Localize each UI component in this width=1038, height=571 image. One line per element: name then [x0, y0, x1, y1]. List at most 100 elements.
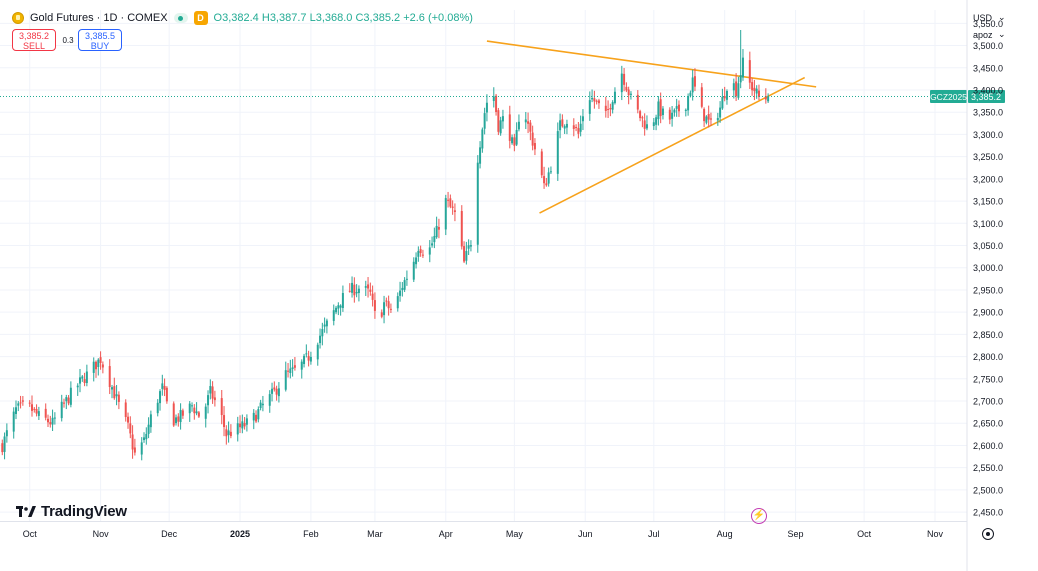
candle-body — [99, 357, 102, 363]
ohlc-close: C3,385.2 — [355, 12, 401, 24]
candle-body — [188, 403, 191, 414]
sell-label: SELL — [22, 41, 46, 51]
candle-body — [460, 211, 463, 247]
candle-body — [341, 293, 344, 309]
candle-body — [97, 359, 100, 367]
candle-body — [195, 411, 198, 414]
candle-body — [5, 430, 8, 437]
tradingview-icon — [16, 505, 36, 517]
candle-body — [405, 278, 408, 280]
candle-body — [67, 397, 70, 404]
trendline-upper[interactable] — [486, 40, 817, 88]
candle-body — [563, 126, 566, 129]
candle-body — [355, 291, 358, 294]
candle-body — [197, 412, 200, 417]
y-tick-label: 3,200.0 — [973, 174, 1003, 184]
candle-body — [369, 289, 372, 292]
trendline-lower[interactable] — [539, 76, 806, 214]
x-tick-label: Jun — [578, 529, 593, 539]
chevron-down-icon[interactable]: ⌄ — [998, 29, 1006, 39]
candle-body — [511, 137, 514, 144]
candle-body — [131, 434, 134, 450]
candle-body — [76, 385, 79, 388]
candle-body — [687, 96, 690, 111]
candle-body — [499, 120, 502, 134]
candle-body — [175, 417, 178, 424]
candle-body — [627, 89, 630, 96]
gear-icon[interactable] — [982, 528, 994, 540]
candle-body — [129, 423, 132, 434]
spread-value: 0.3 — [62, 36, 74, 45]
time-axis[interactable]: Oct Nov Dec 2025 Feb Mar Apr May Jun Jul Aug Sep Oct… — [0, 521, 967, 540]
x-tick-label: Sep — [788, 529, 804, 539]
candle-body — [339, 305, 342, 308]
candle-body — [273, 387, 276, 390]
candle-body — [444, 198, 447, 230]
candle-body — [371, 293, 374, 300]
candle-body — [593, 98, 596, 102]
candle-body — [607, 109, 610, 111]
candle-body — [675, 106, 678, 109]
candle-body — [529, 122, 532, 132]
candle-body — [17, 403, 20, 406]
currency-selector[interactable]: USD — [973, 13, 993, 23]
buy-button[interactable]: 3,385.5 BUY — [78, 29, 122, 51]
data-badge[interactable]: D — [193, 11, 208, 25]
candle-body — [300, 361, 303, 370]
y-tick-label: 2,950.0 — [973, 285, 1003, 295]
candle-body — [575, 127, 578, 129]
candle-body — [565, 123, 568, 128]
candle-body — [620, 73, 623, 93]
candle-body — [700, 87, 703, 107]
candle-body — [483, 113, 486, 129]
symbol-title[interactable]: Gold Futures · 1D · COMEX — [30, 12, 168, 24]
scale-mode-selector[interactable]: apoz — [973, 30, 993, 40]
chevron-down-icon[interactable]: ⌄ — [998, 12, 1006, 22]
candle-body — [689, 92, 692, 96]
candle-body — [764, 96, 767, 100]
candle-body — [673, 109, 676, 113]
candle-body — [37, 411, 40, 416]
ohlc-values: O3,382.4 H3,387.7 L3,368.0 C3,385.2 +2.6… — [214, 12, 473, 24]
price-axis[interactable]: 2,450.0 2,500.0 2,550.0 2,600.0 2,650.0 2,700… — [966, 0, 1003, 571]
candle-body — [716, 117, 719, 121]
candle-body — [403, 280, 406, 290]
candle-body — [725, 90, 728, 100]
y-tick-label: 2,550.0 — [973, 463, 1003, 473]
candle-body — [383, 302, 386, 316]
candle-body — [277, 388, 280, 397]
candle-body — [543, 176, 546, 184]
candle-body — [741, 57, 744, 78]
last-price-label-bg[interactable] — [968, 90, 1005, 104]
candle-body — [357, 288, 360, 294]
candle-body — [495, 95, 498, 112]
market-status-icon[interactable] — [173, 13, 188, 23]
candle-body — [252, 412, 255, 421]
x-tick-label: Oct — [857, 529, 872, 539]
candle-body — [165, 387, 168, 402]
candle-body — [108, 366, 111, 387]
price-overlay: GCZ2025 3,385.2 — [0, 90, 1005, 104]
candle-body — [207, 395, 210, 406]
ohlc-change: +2.6 (+0.08%) — [403, 12, 473, 24]
tradingview-logo[interactable]: TradingView — [16, 501, 127, 521]
y-tick-label: 2,700.0 — [973, 397, 1003, 407]
candle-body — [101, 364, 104, 368]
ohlc-low: L3,368.0 — [309, 12, 353, 24]
lightning-icon[interactable]: ⚡ — [751, 508, 767, 524]
sell-button[interactable]: 3,385.2 SELL — [12, 29, 56, 51]
candle-body — [259, 402, 262, 409]
candle-body — [579, 123, 582, 132]
candle-body — [255, 414, 258, 422]
candle-body — [556, 131, 559, 174]
candle-body — [609, 107, 612, 110]
candle-body — [47, 418, 50, 423]
candle-body — [33, 408, 36, 410]
x-tick-label: Nov — [927, 529, 944, 539]
candle-body — [691, 77, 694, 93]
candle-body — [291, 367, 294, 369]
chart-header: Gold Futures · 1D · COMEX D O3,382.4 H3,… — [12, 9, 473, 27]
last-price-label[interactable]: 3,385.2 — [971, 92, 1001, 102]
candle-body — [257, 409, 260, 420]
